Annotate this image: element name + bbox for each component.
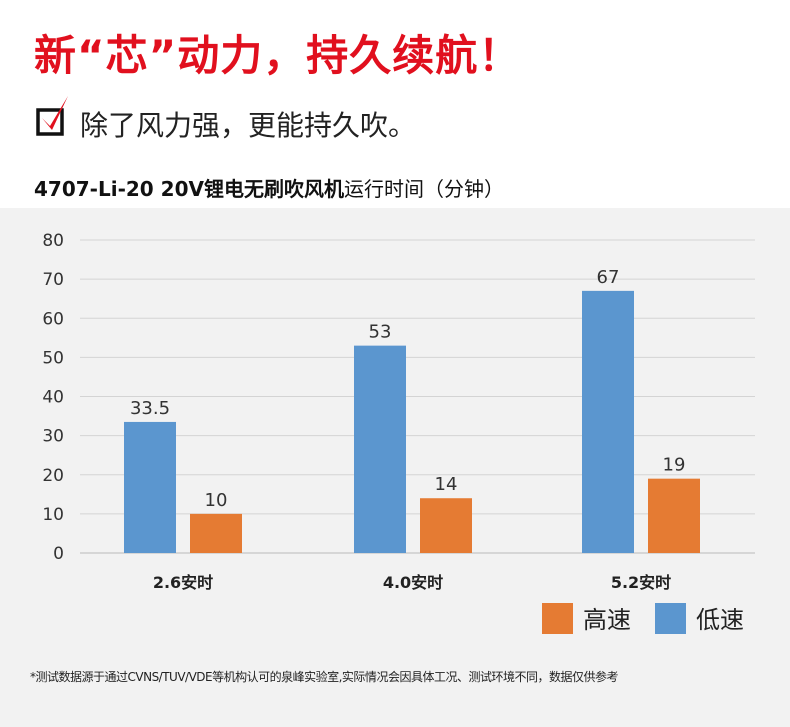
x-tick-label: 2.6安时 xyxy=(153,573,213,592)
y-tick-label: 30 xyxy=(42,427,64,447)
y-tick-label: 10 xyxy=(42,505,64,525)
bar-high xyxy=(420,498,472,553)
data-label: 10 xyxy=(205,490,228,511)
chart-title-unit: 运行时间（分钟） xyxy=(343,177,504,201)
chart-title: 4707-Li-20 20V锂电无刷吹风机运行时间（分钟） xyxy=(34,173,504,202)
legend-label: 低速 xyxy=(696,606,744,634)
x-tick-label: 5.2安时 xyxy=(611,573,671,592)
x-tick-label: 4.0安时 xyxy=(383,573,443,592)
checkbox-check-icon xyxy=(36,96,68,136)
y-tick-label: 80 xyxy=(42,231,64,251)
chart-title-model: 4707-Li-20 20V锂电无刷吹风机 xyxy=(34,177,344,201)
data-label: 33.5 xyxy=(130,398,170,419)
legend-swatch xyxy=(655,603,686,634)
y-tick-label: 50 xyxy=(42,348,64,368)
bar-high xyxy=(648,478,700,553)
bar-low xyxy=(354,345,406,553)
headline: 新“芯”动力，持久续航！ xyxy=(34,31,522,80)
footnote: *测试数据源于通过CVNS/TUV/VDE等机构认可的泉峰实验室,实际情况会因具… xyxy=(30,670,618,684)
bar-low xyxy=(124,421,176,553)
y-tick-label: 70 xyxy=(42,270,64,290)
data-label: 67 xyxy=(597,267,620,288)
y-tick-label: 60 xyxy=(42,309,64,329)
legend-label: 高速 xyxy=(583,606,631,634)
data-label: 19 xyxy=(663,455,686,476)
y-tick-label: 40 xyxy=(42,388,64,408)
legend-swatch xyxy=(542,603,573,634)
y-tick-label: 20 xyxy=(42,466,64,486)
data-label: 14 xyxy=(435,474,458,495)
subheadline: 除了风力强，更能持久吹。 xyxy=(80,109,417,142)
y-tick-label: 0 xyxy=(53,544,64,564)
bar-high xyxy=(190,513,242,553)
data-label: 53 xyxy=(369,322,392,343)
bar-low xyxy=(582,290,634,553)
